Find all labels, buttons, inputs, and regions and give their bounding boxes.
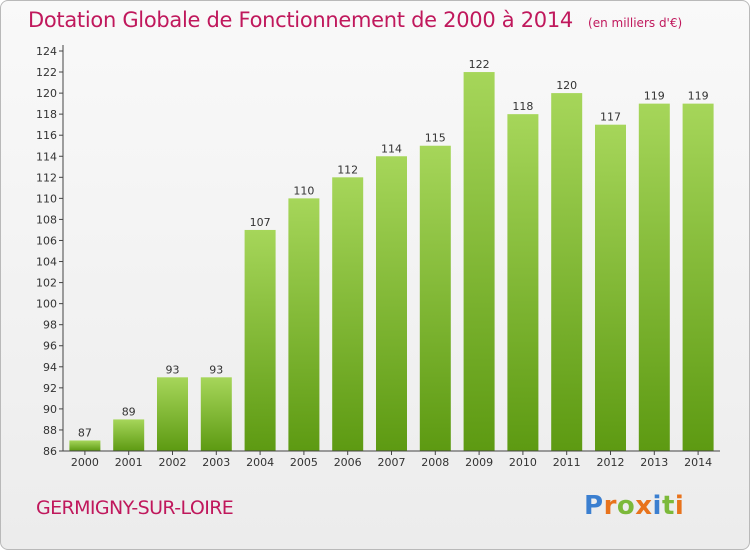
y-tick-label: 114 [36, 150, 57, 163]
x-tick-label: 2006 [334, 456, 362, 469]
x-tick-label: 2008 [421, 456, 449, 469]
logo-letter: o [616, 491, 636, 521]
bars [69, 72, 714, 452]
value-labels: 87 89 93 93 107 110 112 114 115 122 118 120 117 119 11… [78, 58, 709, 439]
y-tick-label: 92 [43, 382, 57, 395]
y-tick-label: 100 [36, 298, 57, 311]
bar-2007 [376, 156, 407, 451]
bar-2005 [288, 198, 320, 451]
x-tick-label: 2012 [597, 456, 625, 469]
x-axis: 2000 2001 2002 2003 2004 2005 2006 2007 2008 2009… [63, 450, 720, 469]
y-tick-label: 86 [43, 445, 57, 458]
value-label: 119 [688, 90, 709, 103]
value-label: 93 [209, 363, 223, 376]
y-tick-label: 112 [36, 171, 57, 184]
bar-2010 [507, 114, 539, 451]
y-tick-label: 124 [36, 45, 57, 58]
bar-2002 [157, 377, 188, 451]
y-tick-label: 116 [36, 129, 57, 142]
value-label: 87 [78, 426, 92, 439]
y-axis: 86 88 90 92 94 96 98 100 102 104 106 108 110 112 114 11… [36, 45, 64, 458]
value-label: 107 [250, 216, 271, 229]
bar-2014 [682, 103, 714, 451]
x-tick-label: 2005 [290, 456, 318, 469]
bar-2011 [551, 93, 583, 452]
y-tick-label: 122 [36, 66, 57, 79]
bar-2000 [69, 440, 101, 451]
value-label: 93 [166, 363, 180, 376]
logo-letter: i [652, 491, 662, 521]
x-tick-label: 2002 [159, 456, 187, 469]
x-tick-label: 2001 [115, 456, 143, 469]
bar-2001 [113, 419, 145, 451]
chart-title-main: Dotation Globale de Fonctionnement de 20… [28, 8, 573, 32]
x-tick-label: 2010 [509, 456, 537, 469]
value-label: 115 [425, 132, 446, 145]
y-tick-label: 110 [36, 192, 57, 205]
value-label: 117 [600, 111, 621, 124]
y-tick-label: 120 [36, 87, 57, 100]
y-tick-label: 104 [36, 256, 57, 269]
bar-2013 [638, 103, 670, 451]
y-tick-label: 106 [36, 234, 57, 247]
commune-name: GERMIGNY-SUR-LOIRE [36, 497, 234, 519]
y-tick-label: 108 [36, 213, 57, 226]
chart-unit: (en milliers d'€) [588, 16, 683, 30]
value-label: 89 [122, 405, 136, 418]
x-tick-label: 2011 [553, 456, 581, 469]
y-tick-label: 96 [43, 340, 57, 353]
bar-2006 [332, 177, 364, 451]
y-tick-label: 94 [43, 361, 57, 374]
value-label: 112 [337, 163, 358, 176]
y-tick-label: 102 [36, 277, 57, 290]
bar-2008 [419, 145, 451, 451]
chart-title: Dotation Globale de Fonctionnement de 20… [28, 8, 682, 32]
x-tick-label: 2003 [202, 456, 230, 469]
y-tick-label: 118 [36, 108, 57, 121]
value-label: 110 [293, 184, 314, 197]
bar-2012 [595, 124, 626, 452]
x-tick-label: 2009 [465, 456, 493, 469]
bar-2003 [200, 377, 232, 451]
value-label: 119 [644, 90, 665, 103]
value-label: 120 [556, 79, 577, 92]
bar-2009 [463, 72, 495, 451]
y-tick-label: 88 [43, 424, 57, 437]
proxiti-logo: Proxiti [584, 491, 684, 521]
logo-letter: i [674, 491, 685, 521]
logo-letter: x [635, 491, 653, 521]
logo-letter: t [661, 491, 675, 521]
y-tick-label: 90 [43, 403, 57, 416]
bar-2004 [244, 229, 276, 451]
value-label: 122 [469, 58, 490, 71]
x-tick-label: 2013 [640, 456, 668, 469]
logo-letter: r [603, 491, 617, 521]
x-tick-label: 2004 [246, 456, 274, 469]
x-tick-label: 2000 [71, 456, 99, 469]
y-tick-label: 98 [43, 319, 57, 332]
x-tick-label: 2007 [378, 456, 406, 469]
value-label: 114 [381, 142, 402, 155]
x-tick-label: 2014 [684, 456, 712, 469]
logo-letter: P [584, 491, 604, 521]
value-label: 118 [512, 100, 533, 113]
